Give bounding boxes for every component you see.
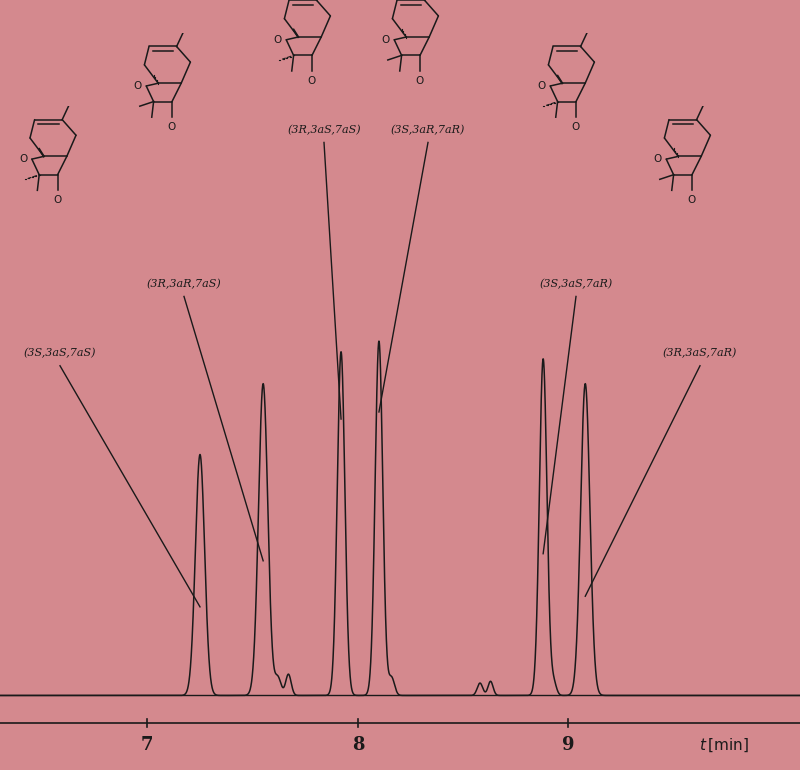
Text: O: O <box>19 154 27 164</box>
Text: O: O <box>416 75 424 85</box>
Text: O: O <box>54 195 62 205</box>
Text: (3R,3aR,7aS): (3R,3aR,7aS) <box>146 279 222 289</box>
Text: O: O <box>654 154 662 164</box>
Text: O: O <box>308 75 316 85</box>
Text: (3S,3aR,7aR): (3S,3aR,7aR) <box>391 125 465 135</box>
Text: O: O <box>572 122 580 132</box>
Text: O: O <box>538 81 546 91</box>
Text: 9: 9 <box>562 736 574 754</box>
Text: O: O <box>382 35 390 45</box>
Text: (3S,3aS,7aS): (3S,3aS,7aS) <box>24 348 96 358</box>
Text: $t\,\mathrm{[min]}$: $t\,\mathrm{[min]}$ <box>699 736 749 754</box>
Text: O: O <box>168 122 176 132</box>
Text: 8: 8 <box>352 736 364 754</box>
Text: O: O <box>688 195 696 205</box>
Text: O: O <box>274 35 282 45</box>
Text: (3R,3aS,7aR): (3R,3aS,7aR) <box>663 348 737 358</box>
Text: (3R,3aS,7aS): (3R,3aS,7aS) <box>287 125 361 135</box>
Text: O: O <box>134 81 142 91</box>
Text: (3S,3aS,7aR): (3S,3aS,7aR) <box>539 279 613 289</box>
Text: 7: 7 <box>141 736 154 754</box>
